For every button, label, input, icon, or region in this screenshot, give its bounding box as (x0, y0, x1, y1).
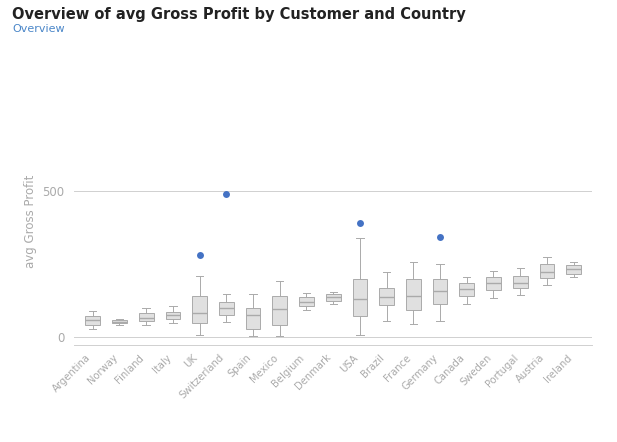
PathPatch shape (326, 294, 341, 301)
PathPatch shape (379, 288, 394, 305)
PathPatch shape (566, 265, 581, 274)
Text: Overview of avg Gross Profit by Customer and Country: Overview of avg Gross Profit by Customer… (12, 7, 466, 22)
PathPatch shape (112, 320, 127, 324)
PathPatch shape (272, 297, 287, 325)
Y-axis label: avg Gross Profit: avg Gross Profit (23, 174, 36, 268)
PathPatch shape (85, 316, 100, 325)
PathPatch shape (406, 279, 421, 309)
PathPatch shape (165, 312, 180, 319)
PathPatch shape (219, 302, 234, 315)
PathPatch shape (299, 297, 314, 306)
PathPatch shape (352, 279, 367, 316)
PathPatch shape (139, 313, 154, 321)
Text: Overview: Overview (12, 24, 65, 34)
PathPatch shape (513, 276, 528, 288)
PathPatch shape (486, 278, 501, 290)
PathPatch shape (246, 308, 260, 329)
PathPatch shape (460, 283, 474, 296)
PathPatch shape (433, 279, 447, 304)
PathPatch shape (539, 264, 554, 278)
PathPatch shape (193, 297, 207, 324)
